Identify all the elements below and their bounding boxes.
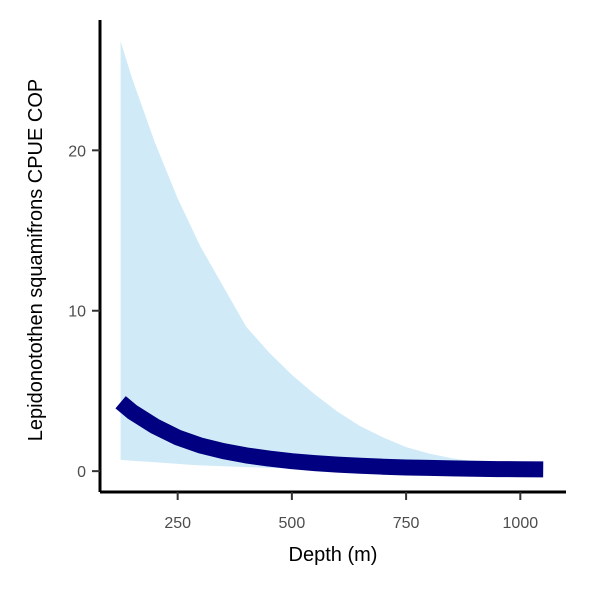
x-tick-label-2: 750 xyxy=(393,515,420,532)
axes: 250 500 750 1000 0 10 20 xyxy=(68,20,566,532)
y-tick-label-2: 20 xyxy=(68,143,86,160)
x-axis-title: Depth (m) xyxy=(289,544,378,566)
y-tick-label-1: 10 xyxy=(68,304,86,321)
x-tick-label-1: 500 xyxy=(279,515,306,532)
x-tick-label-0: 250 xyxy=(164,515,191,532)
x-tick-label-3: 1000 xyxy=(503,515,539,532)
fitted-line-0 xyxy=(115,396,544,478)
confidence-band-0 xyxy=(120,41,544,471)
y-tick-label-0: 0 xyxy=(77,464,86,481)
y-axis-title: Lepidonotothen squamifrons CPUE COP xyxy=(25,79,47,441)
plot-area xyxy=(115,41,544,478)
